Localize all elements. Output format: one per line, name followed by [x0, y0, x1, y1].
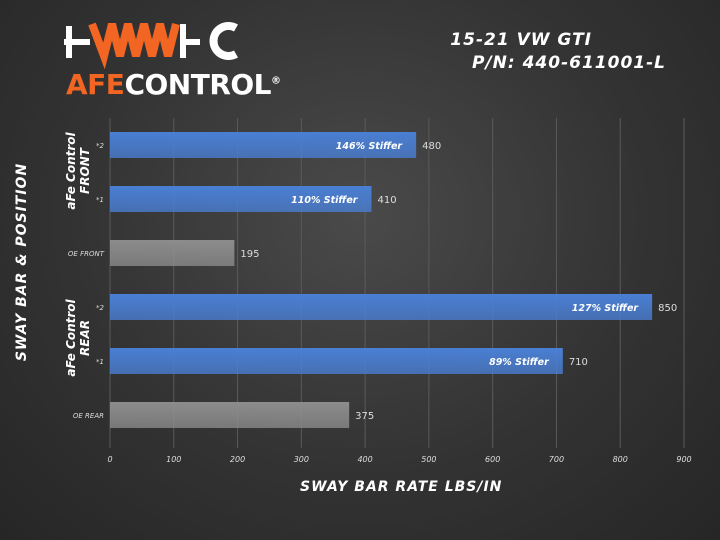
x-tick-label: 600	[485, 455, 500, 464]
category-label: *1	[96, 196, 104, 204]
x-tick-label: 100	[166, 455, 181, 464]
bar	[110, 294, 653, 320]
value-label: 480	[422, 141, 441, 152]
bar	[110, 402, 350, 428]
bar	[110, 348, 563, 374]
category-label: OE FRONT	[68, 250, 105, 258]
x-tick-label: 0	[107, 455, 112, 464]
category-label: *1	[96, 358, 104, 366]
x-tick-label: 400	[357, 455, 372, 464]
logo-control-text: CONTROL	[124, 68, 272, 101]
x-axis-label: SWAY BAR RATE LBS/IN	[300, 479, 503, 495]
bar	[110, 132, 417, 158]
in-bar-label: 110% Stiffer	[291, 195, 359, 206]
category-label: OE REAR	[73, 412, 104, 420]
bar	[110, 186, 372, 212]
bar	[110, 240, 235, 266]
x-tick-label: 500	[421, 455, 436, 464]
vehicle-title: 15-21 VW GTI	[450, 30, 592, 50]
part-number: P/N: 440-611001-L	[471, 53, 666, 73]
registered-mark: ®	[271, 75, 281, 87]
value-label: 375	[355, 411, 374, 422]
in-bar-label: 146% Stiffer	[336, 141, 404, 152]
logo-wordmark: AFECONTROL®	[66, 68, 281, 101]
x-tick-label: 800	[613, 455, 628, 464]
category-label: *2	[96, 304, 105, 312]
x-tick-label: 300	[294, 455, 309, 464]
logo-afe-text: AFE	[66, 68, 125, 101]
x-tick-label: 200	[230, 455, 245, 464]
in-bar-label: 127% Stiffer	[572, 303, 640, 314]
in-bar-label: 89% Stiffer	[489, 357, 550, 368]
category-label: *2	[96, 142, 105, 150]
value-label: 710	[569, 357, 588, 368]
value-label: 410	[377, 195, 396, 206]
afe-control-logo	[64, 22, 238, 70]
value-label: 850	[658, 303, 677, 314]
x-tick-label: 700	[549, 455, 564, 464]
value-label: 195	[240, 249, 259, 260]
x-tick-label: 900	[676, 455, 691, 464]
